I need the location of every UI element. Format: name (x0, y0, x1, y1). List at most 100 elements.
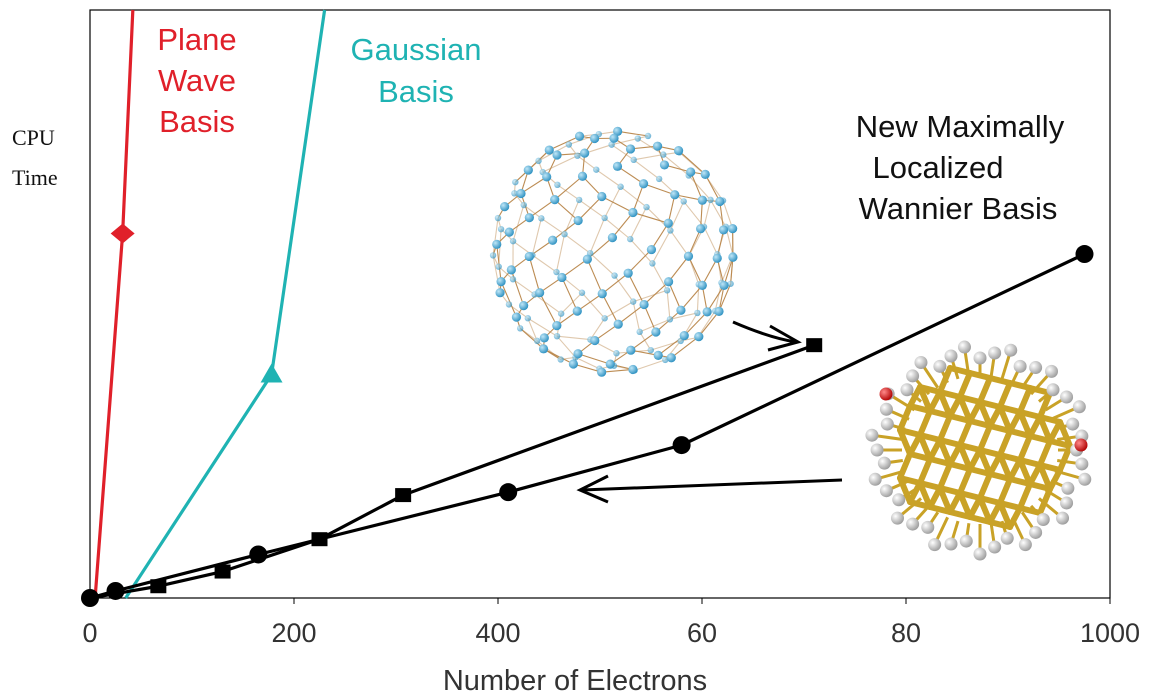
fullerene-atom (573, 349, 583, 359)
fullerene-atom (542, 172, 552, 182)
fullerene-atom (702, 307, 712, 317)
fullerene-bond (668, 255, 689, 283)
crystal-bond (937, 437, 953, 467)
fullerene-bond (586, 258, 603, 294)
fullerene-atom (495, 288, 505, 298)
fullerene-bond (541, 217, 565, 235)
crystal-bond (947, 365, 973, 376)
fullerene-bond (639, 331, 652, 351)
fullerene-bond (706, 285, 725, 313)
fullerene-atom (663, 218, 673, 228)
fullerene-bond (549, 135, 580, 151)
fullerene-bond (658, 178, 685, 202)
fullerene-bond (667, 194, 676, 224)
wannier_circ-data-point (672, 436, 691, 455)
fullerene-atom (664, 277, 674, 287)
plot-frame (89, 9, 1111, 599)
fullerene-bond (539, 292, 558, 326)
fullerene-atom (535, 288, 545, 298)
fullerene-atom (639, 299, 649, 310)
fullerene-bond (578, 199, 605, 219)
crystal-bond (897, 427, 923, 438)
fullerene-bond (527, 318, 538, 342)
fullerene-bond (563, 199, 580, 235)
y-axis-title-line-2: Time (12, 165, 58, 190)
fullerene-bond (512, 278, 535, 295)
fullerene-bond (627, 272, 645, 305)
fullerene-bond (632, 183, 645, 213)
hydrogen-atom (973, 351, 987, 365)
oxygen-atom (1074, 438, 1088, 452)
fullerene-atom (651, 327, 661, 337)
crystal-bond (917, 384, 933, 414)
hydrogen-atom (988, 540, 1002, 554)
fullerene-atom (590, 335, 600, 346)
fullerene-bond (556, 335, 576, 358)
crystal-bond (937, 437, 963, 448)
fullerene-bond (687, 228, 702, 257)
hydrogen-atom (906, 517, 920, 531)
gaussian-label: Gaussian Basis (351, 32, 482, 109)
fullerene-bond (633, 289, 668, 303)
fullerene-atom (694, 332, 704, 342)
fullerene-atom (573, 215, 583, 226)
fullerene-atom (550, 195, 560, 205)
crystal-bond (957, 394, 973, 424)
fullerene-atom (504, 227, 514, 237)
fullerene-atom (697, 195, 707, 205)
wannier_circ-data-point (1075, 245, 1094, 264)
fullerene-atom (580, 148, 590, 158)
fullerene-bond (633, 154, 664, 161)
fullerene-atom (718, 225, 729, 235)
hydrogen-atom (865, 428, 879, 442)
fullerene-bond (703, 226, 718, 255)
fullerene-atom (636, 328, 643, 336)
hydrogen-atom (1072, 400, 1086, 414)
fullerene-bond (670, 336, 700, 359)
gauss-data-point (260, 363, 283, 383)
fullerene-bond (581, 292, 606, 319)
fullerene-atom (552, 321, 562, 331)
fullerene-atom (728, 223, 738, 234)
fullerene-bond (650, 222, 669, 250)
hydrogen-atom (1045, 364, 1059, 378)
fullerene-bond (701, 258, 718, 286)
hydrogen-atom (944, 537, 958, 551)
fullerene-atom (666, 353, 676, 363)
fullerene-bond (561, 258, 588, 278)
fullerene-atom (612, 161, 623, 171)
fullerene-bond (554, 199, 579, 221)
fullerene-bond (668, 281, 682, 311)
wannier_circ-data-point (249, 545, 268, 564)
fullerene-atom (506, 265, 516, 275)
fullerene-bond (577, 196, 603, 221)
fullerene-atom (659, 160, 670, 170)
fullerene-bond (632, 301, 641, 332)
fullerene-atom (676, 305, 686, 315)
fullerene-atom (628, 364, 638, 375)
crystal-bond (997, 500, 1023, 511)
fullerene-bond (557, 184, 580, 201)
crystal-bond (937, 389, 953, 419)
fullerene-bond (532, 254, 557, 273)
fullerene-atom (575, 196, 583, 204)
crystal-bond (937, 485, 953, 515)
crystal-bond (937, 389, 963, 400)
fullerene-atom (553, 268, 560, 276)
plane-series-line (93, 9, 135, 599)
fullerene-bond (669, 201, 685, 231)
y-axis-title-line-1: CPU (12, 125, 55, 150)
wannier_sq-series-line (89, 343, 815, 600)
fullerene-bond (703, 199, 712, 227)
wannier_sq-data-point (395, 488, 412, 503)
crystal-bond (1027, 385, 1053, 396)
fullerene-bond (573, 363, 602, 373)
fullerene-atom (630, 156, 637, 164)
crystal-bond (957, 442, 983, 453)
fullerene-atom (597, 367, 607, 377)
fullerene-bond (520, 176, 547, 194)
fullerene-bond (643, 304, 657, 333)
fullerene-bond (630, 349, 659, 356)
fullerene-bond (552, 220, 579, 241)
x-tick-label: 400 (475, 618, 520, 648)
